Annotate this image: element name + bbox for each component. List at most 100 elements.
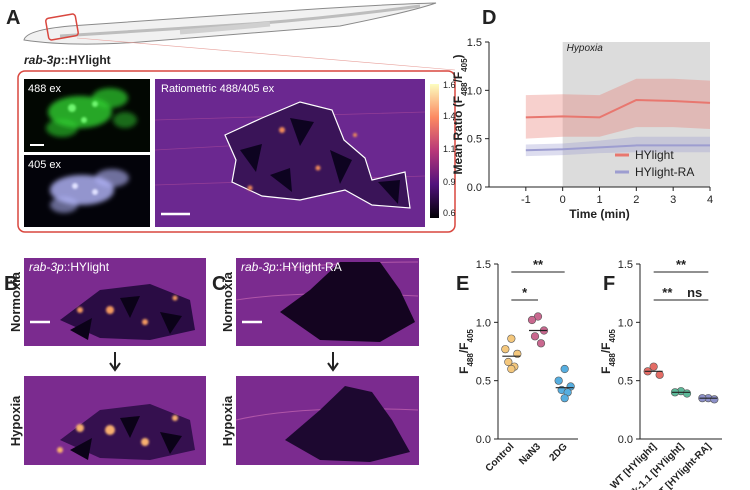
shade xyxy=(562,42,710,187)
x-axis-label: Time (min) xyxy=(569,207,629,221)
y-axis-label-part: /F xyxy=(599,342,613,353)
colorbar-label: 1.4 xyxy=(443,111,456,121)
x-tick-label: 2 xyxy=(633,194,639,206)
arrow xyxy=(327,352,339,372)
row-label: Normoxia xyxy=(8,271,23,332)
y-tick-label: 0.5 xyxy=(467,134,482,146)
title-rest: ::HYlight-RA xyxy=(276,260,342,274)
y-tick-label: 0.5 xyxy=(476,376,491,388)
y-axis-label-part: 488 xyxy=(608,353,617,367)
y-axis-label-part: /F xyxy=(451,72,465,83)
y-tick-label: 1.5 xyxy=(467,37,482,49)
y-axis-label-part: F xyxy=(599,367,613,374)
y-axis-label-part: 405 xyxy=(608,329,617,343)
data-point xyxy=(710,395,719,404)
significance-label: * xyxy=(522,285,528,300)
y-tick-label: 1.0 xyxy=(618,317,633,329)
data-point xyxy=(530,332,540,341)
title-rest: ::HYlight xyxy=(61,53,111,67)
line xyxy=(525,144,710,152)
panel-title: rab-3p::HYlight-RA xyxy=(241,260,342,274)
image-b-hypoxia xyxy=(24,376,206,465)
x-tick-label: 1 xyxy=(596,194,602,206)
y-axis-label-part: Mean Ratio (F xyxy=(451,96,465,175)
panel-title: rab-3p::HYlight xyxy=(29,260,110,274)
data-point xyxy=(533,312,543,321)
image-405 xyxy=(24,155,150,227)
row-label: Normoxia xyxy=(220,271,235,332)
data-point xyxy=(507,364,516,374)
data-point xyxy=(527,315,537,325)
title-rest: ::HYlight xyxy=(64,260,110,274)
y-axis-label-part: /F xyxy=(457,342,471,353)
arrow xyxy=(109,352,121,372)
y-axis-label: F488/F405 xyxy=(599,329,617,374)
worm-drawing xyxy=(23,2,456,71)
row-label: Hypoxia xyxy=(8,395,23,446)
data-point xyxy=(536,339,546,348)
image-488 xyxy=(24,79,150,152)
y-axis-label-part: 488 xyxy=(466,353,475,367)
title-italic: rab-3p xyxy=(241,260,276,274)
y-axis-label: F488/F405 xyxy=(457,329,475,374)
x-tick-label: 0 xyxy=(560,194,566,206)
image-c-hypoxia xyxy=(235,376,419,465)
x-tick-label: 3 xyxy=(670,194,676,206)
panel-letter: A xyxy=(6,7,20,29)
data-point xyxy=(682,389,692,398)
line xyxy=(525,98,711,119)
y-axis-label-part: 488 xyxy=(460,82,469,96)
data-point xyxy=(554,376,563,385)
x-tick-label: 2DG xyxy=(547,441,569,463)
colorbar-label: 0.6 xyxy=(443,208,456,218)
image-label: 405 ex xyxy=(28,159,62,171)
y-tick-label: 0.0 xyxy=(476,434,491,446)
annotation: Hypoxia xyxy=(567,43,604,54)
data-point xyxy=(655,370,664,379)
significance-label: ** xyxy=(676,257,687,272)
panel-letter: B xyxy=(4,273,18,295)
data-point xyxy=(560,394,569,403)
image-b-normoxia xyxy=(24,258,206,346)
panel-letter: F xyxy=(603,273,615,295)
row-label: Hypoxia xyxy=(220,395,235,446)
legend-label: HYlight xyxy=(635,148,674,162)
y-tick-label: 0.0 xyxy=(618,434,633,446)
image-label: Ratiometric 488/405 ex xyxy=(161,83,275,95)
colorbar-label: 0.9 xyxy=(443,177,456,187)
y-axis-label-part: 405 xyxy=(466,329,475,343)
image-label: 488 ex xyxy=(28,83,62,95)
y-tick-label: 1.0 xyxy=(476,317,491,329)
y-tick-label: 1.0 xyxy=(467,85,482,97)
image-c-normoxia xyxy=(235,258,419,346)
data-point xyxy=(501,345,510,354)
y-tick-label: 0.5 xyxy=(618,376,633,388)
image-ratiometric xyxy=(154,79,439,227)
significance-label: ** xyxy=(662,285,673,300)
inset-frame xyxy=(17,70,456,233)
panel-letter: D xyxy=(482,7,496,29)
y-tick-label: 0.0 xyxy=(467,182,482,194)
panel-letter: E xyxy=(456,273,469,295)
significance-label: ns xyxy=(687,285,702,300)
x-tick-label: 4 xyxy=(707,194,713,206)
y-axis-label-part: F xyxy=(457,367,471,374)
colorbar-label: 1.1 xyxy=(443,144,456,154)
x-tick-label: NaN3 xyxy=(517,441,543,467)
title-italic: rab-3p xyxy=(29,260,64,274)
title-italic: rab-3p xyxy=(24,53,61,67)
y-axis-label-part: ) xyxy=(451,54,465,58)
data-point xyxy=(649,362,658,371)
y-axis-label: Mean Ratio (F488/F405) xyxy=(451,54,469,174)
data-point xyxy=(504,357,513,367)
legend-label: HYlight-RA xyxy=(635,165,694,179)
x-tick-label: Control xyxy=(484,441,517,474)
data-point xyxy=(507,334,516,343)
panel-letter: C xyxy=(212,273,226,295)
y-tick-label: 1.5 xyxy=(476,259,491,271)
significance-label: ** xyxy=(533,257,544,272)
y-tick-label: 1.5 xyxy=(618,259,633,271)
x-tick-label: -1 xyxy=(521,194,531,206)
